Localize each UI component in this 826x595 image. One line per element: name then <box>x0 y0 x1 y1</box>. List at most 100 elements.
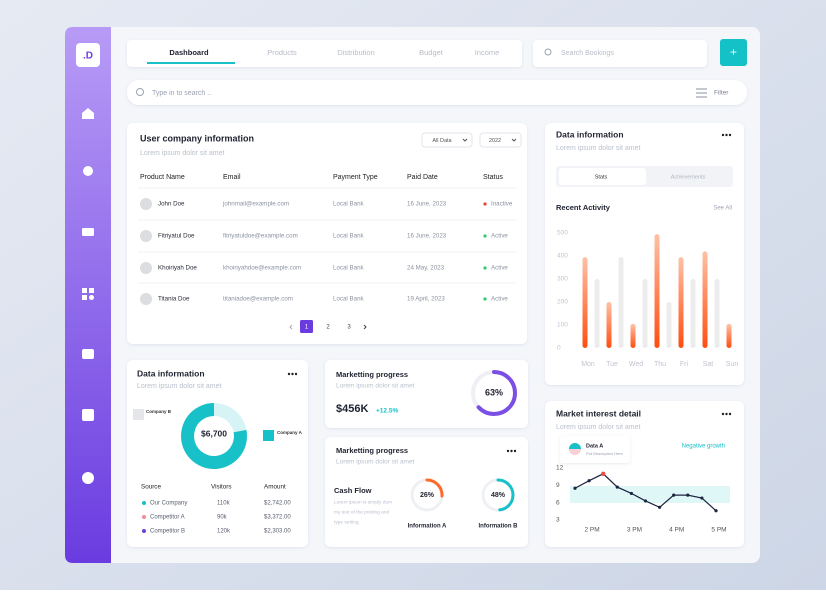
column-header: Status <box>483 174 503 181</box>
page-number[interactable]: 2 <box>326 325 330 331</box>
more-dot[interactable] <box>287 372 291 376</box>
bar <box>702 251 708 348</box>
booking-search[interactable] <box>533 40 707 67</box>
more-dot[interactable] <box>291 372 294 376</box>
cell-status: Active <box>491 296 508 303</box>
x-tick-label: Sun <box>726 361 739 368</box>
source-name: Competitor A <box>150 515 185 521</box>
search-bar[interactable] <box>127 80 747 105</box>
bar <box>666 302 672 348</box>
cell-payment: Local Bank <box>333 201 365 208</box>
page-number[interactable]: 1 <box>305 325 309 331</box>
nav-tab[interactable]: Income <box>475 48 500 57</box>
change-value: +12.5% <box>376 408 398 415</box>
card-subtitle: Lorem ipsum dolor sit amet <box>137 383 221 390</box>
source-name: Our Company <box>150 501 187 507</box>
nav-icon[interactable] <box>82 409 94 421</box>
more-dot[interactable] <box>506 449 510 453</box>
more-dot[interactable] <box>510 449 513 453</box>
cell-name: Fitriyatul Doe <box>158 233 195 240</box>
nav-icon[interactable] <box>83 166 93 176</box>
toggle-tab[interactable]: Stats <box>595 174 608 180</box>
visitors: 110k <box>217 501 231 507</box>
nav-icon[interactable] <box>82 228 94 236</box>
amount: $3,372.00 <box>264 515 291 521</box>
add-button-label[interactable]: + <box>730 45 737 59</box>
see-all-link[interactable]: See All <box>713 206 732 212</box>
more-dot[interactable] <box>728 133 732 137</box>
source-dot <box>142 529 146 533</box>
x-tick-label: 2 PM <box>585 527 600 534</box>
filter-dropdown[interactable] <box>421 132 473 148</box>
card-subtitle: Lorem ipsum dolor sit amet <box>140 150 224 157</box>
y-tick-label: 500 <box>557 230 568 237</box>
donut-card <box>127 360 308 547</box>
tooltip-icon-top <box>569 443 581 449</box>
cell-date: 19 April, 2023 <box>407 296 445 303</box>
dropdown-label[interactable]: 2022 <box>489 138 501 144</box>
cell-email: johnmail@example.com <box>222 201 289 208</box>
search-placeholder: Type in to search .. <box>152 90 211 97</box>
page-current[interactable] <box>300 320 313 333</box>
toggle-tab[interactable]: Achievements <box>671 174 706 180</box>
x-tick-label: 3 PM <box>627 527 642 534</box>
y-tick-label: 100 <box>557 322 568 329</box>
more-dot[interactable] <box>725 133 728 137</box>
y-tick-label: 300 <box>557 276 568 283</box>
y-tick-label: 3 <box>556 517 560 524</box>
tooltip <box>560 436 630 463</box>
nav-icon[interactable] <box>82 349 94 359</box>
y-tick-label: 0 <box>557 345 561 352</box>
source-dot <box>142 501 146 505</box>
status-dot <box>483 297 487 301</box>
source-name: Competitor B <box>150 529 185 535</box>
page-next[interactable] <box>363 324 367 330</box>
cell-email: fitriyatuldoe@example.com <box>223 233 298 240</box>
ring-label: 26% <box>420 492 435 499</box>
more-dot[interactable] <box>725 412 728 416</box>
tooltip-title: Data A <box>586 443 603 449</box>
nav-icon[interactable] <box>82 288 94 300</box>
toggle-active[interactable] <box>559 168 646 185</box>
year-dropdown[interactable] <box>479 132 522 148</box>
legend-box <box>133 409 144 420</box>
filter-icon[interactable] <box>696 88 707 98</box>
tooltip-text: Put Description Here <box>586 451 624 456</box>
cell-email: titaniadoe@example.com <box>223 296 293 303</box>
x-tick-label: Fri <box>680 361 689 368</box>
bar <box>678 257 684 348</box>
avatar <box>140 198 152 210</box>
ring-name: Information B <box>479 524 519 530</box>
status-dot <box>483 202 487 206</box>
cell-date: 16 June, 2023 <box>407 233 447 240</box>
page-number[interactable]: 3 <box>347 325 351 331</box>
nav-icon[interactable] <box>82 472 94 484</box>
more-dot[interactable] <box>721 133 725 137</box>
dropdown-label[interactable]: All Data <box>432 138 452 144</box>
more-dot[interactable] <box>721 412 725 416</box>
nav-tab[interactable]: Products <box>267 48 297 57</box>
nav-tab[interactable]: Dashboard <box>169 48 209 57</box>
add-button[interactable] <box>720 39 747 66</box>
bar <box>726 323 732 348</box>
more-dot[interactable] <box>294 372 298 376</box>
x-tick-label: Mon <box>581 361 595 368</box>
bar <box>642 279 648 348</box>
bar <box>618 257 624 348</box>
body-text: Lorem ipsum is simply dum <box>334 499 392 505</box>
cell-status: Active <box>491 265 508 272</box>
home-icon[interactable] <box>82 108 94 119</box>
more-dot[interactable] <box>728 412 732 416</box>
line-point <box>573 486 577 490</box>
nav-tab[interactable]: Distribution <box>337 48 375 57</box>
nav-tab[interactable]: Budget <box>419 48 444 57</box>
page-prev[interactable] <box>289 324 293 330</box>
more-dot[interactable] <box>513 449 517 453</box>
column-header: Amount <box>264 484 286 491</box>
ring-label: 48% <box>491 492 506 499</box>
ring-label: 63% <box>485 387 503 397</box>
section-heading: Recent Activity <box>556 203 611 212</box>
filter-label[interactable]: Filter <box>714 90 729 97</box>
ring-name: Information A <box>408 524 447 530</box>
